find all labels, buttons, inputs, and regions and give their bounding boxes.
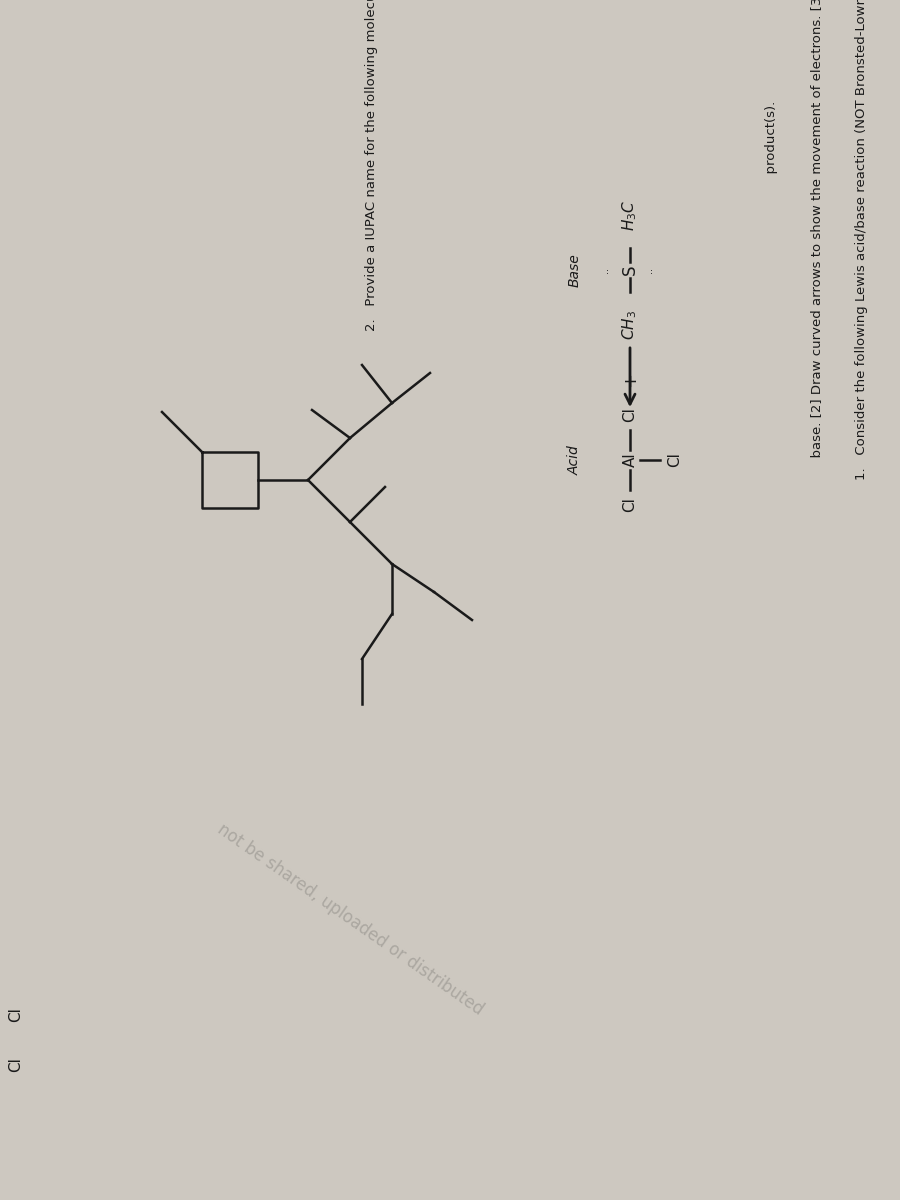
Text: Cl: Cl xyxy=(8,1057,23,1073)
Text: Base: Base xyxy=(568,253,582,287)
Text: S: S xyxy=(621,265,639,275)
Text: base. [2] Draw curved arrows to show the movement of electrons. [3] Draw the str: base. [2] Draw curved arrows to show the… xyxy=(810,0,823,482)
Text: $H_3C$: $H_3C$ xyxy=(621,199,639,230)
Text: not be shared, uploaded or distributed: not be shared, uploaded or distributed xyxy=(213,821,486,1019)
Text: 1.   Consider the following Lewis acid/base reaction (NOT Bronsted-Lowry).[1] Id: 1. Consider the following Lewis acid/bas… xyxy=(855,0,868,480)
Text: 2.   Provide a IUPAC name for the following molecules:: 2. Provide a IUPAC name for the followin… xyxy=(365,0,378,331)
Text: +: + xyxy=(621,372,639,388)
Text: Cl: Cl xyxy=(623,408,637,422)
Text: product(s).: product(s). xyxy=(765,101,778,199)
Text: ··: ·· xyxy=(603,266,613,272)
Text: Cl: Cl xyxy=(623,498,637,512)
Text: Cl: Cl xyxy=(668,452,682,468)
Text: Acid: Acid xyxy=(568,445,582,475)
Text: Al: Al xyxy=(623,452,637,467)
Text: Cl: Cl xyxy=(8,1008,23,1022)
Text: $CH_3$: $CH_3$ xyxy=(621,310,639,340)
Text: ··: ·· xyxy=(647,266,657,272)
